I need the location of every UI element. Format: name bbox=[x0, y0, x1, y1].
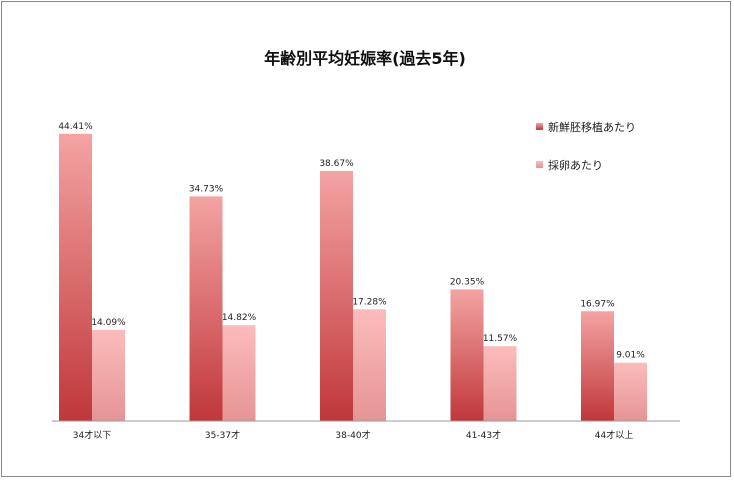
bar-series-1-2 bbox=[189, 196, 223, 421]
legend-swatch-series-2 bbox=[536, 161, 543, 168]
x-tick-label-4: 41-43才 bbox=[466, 429, 501, 441]
bar-series-1-1 bbox=[59, 133, 92, 421]
value-label-series-2-2: 14.82% bbox=[222, 313, 257, 323]
value-label-series-1-2: 34.73% bbox=[189, 184, 224, 194]
value-label-series-1-3: 38.67% bbox=[319, 159, 354, 169]
bar-series-2-4 bbox=[483, 346, 517, 421]
x-tick-label-5: 44才以上 bbox=[595, 429, 633, 441]
value-label-series-2-4: 11.57% bbox=[483, 334, 518, 344]
bar-series-1-5 bbox=[581, 311, 614, 421]
bar-series-2-1 bbox=[92, 329, 125, 421]
value-label-series-2-5: 9.01% bbox=[616, 351, 645, 361]
bar-series-2-5 bbox=[614, 362, 647, 421]
x-tick-label-1: 34才以下 bbox=[73, 429, 111, 441]
legend-label-series-1: 新鮮胚移植あたり bbox=[548, 120, 636, 134]
bar-series-1-3 bbox=[320, 170, 353, 421]
x-tick-labels-group: 34才以下 35-37才 38-40才 41-43才 44才以上 bbox=[73, 429, 633, 441]
bar-series-1-4 bbox=[450, 289, 484, 421]
x-tick-label-2: 35-37才 bbox=[205, 429, 240, 441]
legend-label-series-2: 採卵あたり bbox=[548, 158, 603, 172]
bars-group bbox=[59, 133, 647, 421]
value-label-series-1-5: 16.97% bbox=[580, 299, 615, 309]
bar-series-2-2 bbox=[222, 325, 256, 421]
legend: 新鮮胚移植あたり 採卵あたり bbox=[536, 120, 636, 172]
x-tick-label-3: 38-40才 bbox=[335, 429, 370, 441]
value-label-series-1-1: 44.41% bbox=[58, 122, 93, 132]
value-label-series-2-3: 17.28% bbox=[352, 297, 387, 307]
chart-title: 年齢別平均妊娠率(過去5年) bbox=[264, 49, 466, 68]
bar-series-2-3 bbox=[353, 309, 386, 421]
value-label-series-2-1: 14.09% bbox=[91, 318, 126, 328]
value-label-series-1-4: 20.35% bbox=[450, 277, 485, 287]
value-labels-group: 44.41% 14.09% 34.73% 14.82% 38.67% 17.28% 20.3… bbox=[58, 122, 645, 361]
legend-swatch-series-1 bbox=[536, 123, 543, 130]
